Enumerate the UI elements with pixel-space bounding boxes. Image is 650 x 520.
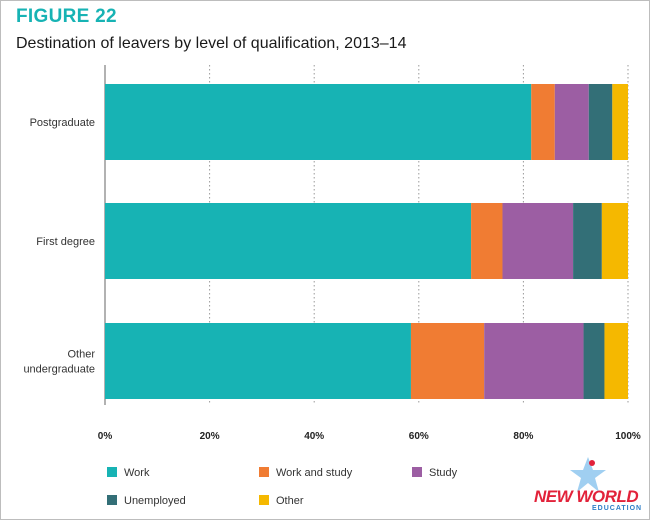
legend-label-0: Work — [124, 467, 150, 479]
legend-swatch-2 — [412, 467, 422, 477]
bar-segment-1-0 — [105, 203, 472, 279]
bar-segment-1-3 — [573, 203, 602, 279]
bar-segment-0-0 — [105, 84, 532, 160]
category-label-2-line-0: Other — [67, 349, 95, 361]
x-tick-label-1: 20% — [200, 431, 220, 442]
category-label-0: Postgraduate — [30, 117, 95, 129]
bar-segment-0-3 — [588, 84, 613, 160]
bar-segment-1-2 — [502, 203, 574, 279]
watermark-text: NEW WORLD — [534, 487, 639, 506]
bars — [105, 84, 628, 399]
star-figure-icon — [570, 457, 606, 492]
watermark-logo: NEW WORLD EDUCATION — [530, 455, 645, 517]
bar-segment-2-1 — [410, 323, 485, 399]
legend-swatch-1 — [259, 467, 269, 477]
legend-swatch-4 — [259, 495, 269, 505]
category-label-1: First degree — [36, 236, 95, 248]
bar-segment-0-1 — [531, 84, 555, 160]
category-labels: Postgraduate First degree Other undergradua… — [23, 117, 95, 376]
legend-label-2: Study — [429, 467, 458, 479]
chart-title: Destination of leavers by level of quali… — [16, 35, 407, 52]
bar-segment-2-3 — [583, 323, 605, 399]
legend-label-3: Unemployed — [124, 495, 186, 507]
legend-swatch-3 — [107, 495, 117, 505]
x-tick-label-3: 60% — [409, 431, 429, 442]
bar-segment-2-2 — [484, 323, 584, 399]
x-tick-label-4: 80% — [513, 431, 533, 442]
x-tick-label-0: 0% — [98, 431, 113, 442]
x-tick-label-5: 100% — [615, 431, 641, 442]
bar-segment-2-0 — [105, 323, 411, 399]
watermark-subtext: EDUCATION — [592, 505, 643, 512]
category-label-2-line-1: undergraduate — [23, 364, 95, 376]
legend-label-4: Other — [276, 495, 304, 507]
bar-segment-2-4 — [604, 323, 628, 399]
x-tick-label-2: 40% — [304, 431, 324, 442]
legend-label-1: Work and study — [276, 467, 353, 479]
bar-segment-0-4 — [612, 84, 628, 160]
figure-label: FIGURE 22 — [16, 6, 117, 27]
bar-segment-1-4 — [601, 203, 628, 279]
legend-swatch-0 — [107, 467, 117, 477]
bar-segment-0-2 — [554, 84, 589, 160]
bar-segment-1-1 — [471, 203, 503, 279]
x-axis-ticks: 0% 20% 40% 60% 80% 100% — [98, 431, 641, 442]
legend: Work Work and study Study Unemployed Other — [107, 467, 458, 507]
